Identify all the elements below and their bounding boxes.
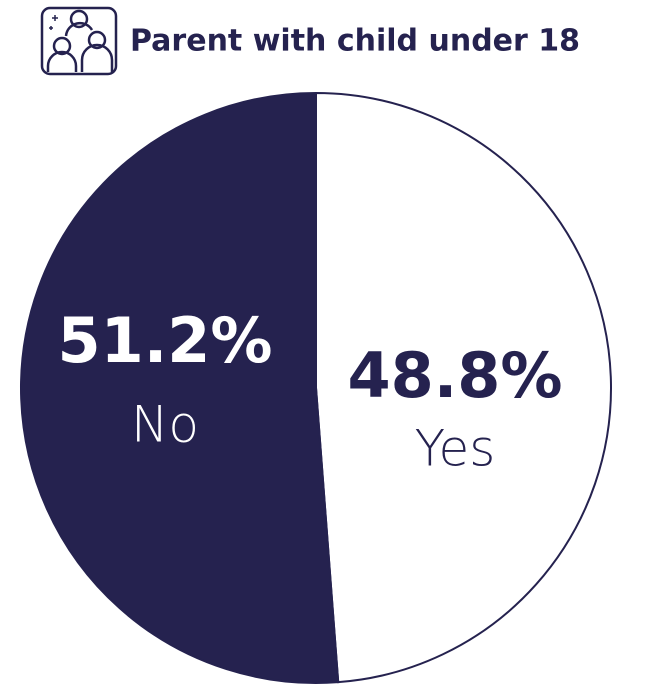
category-label: No: [131, 396, 199, 454]
pie-slice: [20, 91, 340, 684]
title-icon: [40, 6, 118, 76]
chart-title: Parent with child under 18: [130, 24, 580, 59]
category-label: Yes: [415, 420, 496, 478]
data-label: 51.2%: [57, 304, 272, 377]
data-label: 48.8%: [347, 339, 562, 412]
pie-slice: [315, 91, 612, 684]
